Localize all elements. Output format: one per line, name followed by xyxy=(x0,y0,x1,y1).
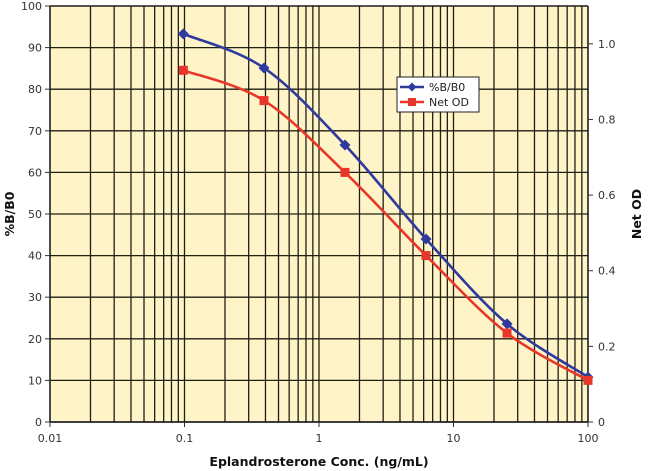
diamond-marker xyxy=(177,28,189,40)
y2-tick-label: 0.6 xyxy=(598,189,616,202)
axes: 0 10 20 30 40 50 60 70 80 90 100 0 0.2 0.4 0.6 0.8 1.0 0.… xyxy=(21,0,616,445)
legend-item: %B/B0 xyxy=(400,81,465,94)
diamond-marker xyxy=(258,62,270,74)
y2-tick-label: 0.8 xyxy=(598,113,616,126)
x-tick-label: 0.1 xyxy=(176,432,194,445)
y-tick-label: 100 xyxy=(21,0,42,13)
y-tick-label: 50 xyxy=(28,208,42,221)
x-tick-label: 100 xyxy=(578,432,599,445)
y-tick-label: 70 xyxy=(28,125,42,138)
y-tick-label: 80 xyxy=(28,83,42,96)
y2-tick-label: 1.0 xyxy=(598,38,616,51)
x-axis-title: Eplandrosterone Conc. (ng/mL) xyxy=(209,454,428,469)
y-tick-label: 0 xyxy=(35,416,42,429)
y-tick-label: 60 xyxy=(28,166,42,179)
diamond-marker xyxy=(420,233,432,245)
x-tick-label: 1 xyxy=(316,432,323,445)
y-tick-label: 10 xyxy=(28,374,42,387)
y2-tick-label: 0.4 xyxy=(598,265,616,278)
diamond-marker xyxy=(339,139,351,151)
square-marker xyxy=(502,328,512,338)
legend-label: %B/B0 xyxy=(429,81,465,94)
square-marker xyxy=(178,65,188,75)
square-marker xyxy=(340,167,350,177)
y2-axis-title: Net OD xyxy=(629,189,644,239)
square-marker xyxy=(583,375,593,385)
data-series xyxy=(177,28,594,385)
legend-square-icon xyxy=(408,98,416,106)
y-tick-label: 30 xyxy=(28,291,42,304)
y-tick-label: 40 xyxy=(28,250,42,263)
diamond-marker xyxy=(501,318,513,330)
legend-label: Net OD xyxy=(429,96,469,109)
legend-item: Net OD xyxy=(400,96,469,109)
y2-tick-label: 0.2 xyxy=(598,340,616,353)
y-tick-label: 20 xyxy=(28,333,42,346)
series-net-od xyxy=(178,65,593,385)
x-tick-label: 10 xyxy=(447,432,461,445)
legend-diamond-icon xyxy=(407,82,417,92)
y-axis-title: %B/B0 xyxy=(2,191,17,236)
y2-tick-label: 0 xyxy=(598,416,605,429)
x-tick-label: 0.01 xyxy=(38,432,63,445)
square-marker xyxy=(259,96,269,106)
legend-box xyxy=(396,76,480,113)
legend: %B/B0 Net OD xyxy=(396,76,480,113)
square-marker xyxy=(421,251,431,261)
y-tick-label: 90 xyxy=(28,42,42,55)
